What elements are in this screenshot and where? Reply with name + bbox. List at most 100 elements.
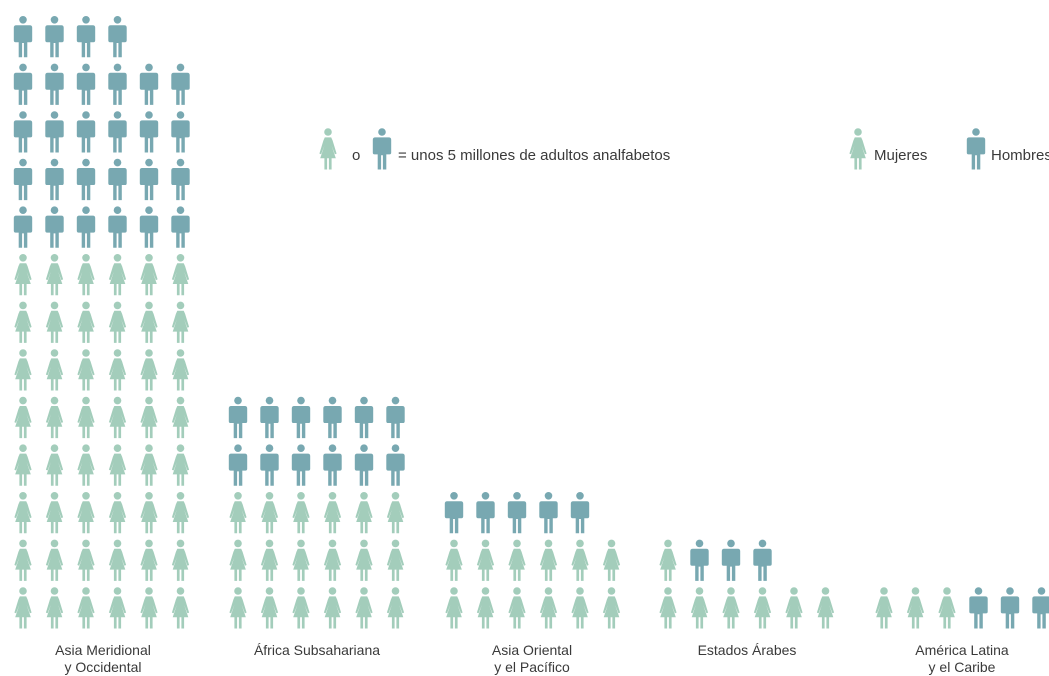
woman-icon — [140, 587, 158, 629]
man-icon — [260, 444, 279, 486]
woman-icon — [260, 587, 279, 629]
woman-icon — [229, 587, 247, 629]
woman-icon — [45, 396, 64, 439]
woman-icon — [260, 492, 279, 534]
man-icon — [45, 16, 64, 58]
man-icon — [291, 396, 311, 439]
legend-man-icon — [372, 128, 392, 170]
man-icon — [171, 158, 190, 201]
woman-icon — [722, 587, 740, 629]
man-icon — [354, 396, 374, 439]
woman-icon — [14, 587, 32, 629]
man-icon — [260, 396, 279, 439]
man-icon — [139, 63, 159, 105]
woman-icon — [292, 492, 310, 534]
man-icon — [108, 63, 127, 105]
man-icon — [13, 111, 33, 153]
man-icon — [108, 16, 127, 58]
category-icon-group — [444, 492, 621, 629]
man-icon — [570, 492, 590, 534]
woman-icon — [355, 587, 373, 629]
man-icon — [753, 539, 772, 581]
woman-icon — [140, 492, 158, 534]
man-icon — [76, 16, 96, 58]
woman-icon — [292, 539, 310, 581]
man-icon — [45, 158, 64, 201]
icon-grid — [13, 16, 1049, 629]
woman-icon — [77, 349, 95, 391]
woman-icon — [45, 349, 64, 391]
woman-icon — [171, 301, 190, 343]
woman-icon — [355, 492, 373, 534]
woman-icon — [753, 587, 772, 629]
man-icon — [13, 158, 33, 201]
woman-icon — [229, 492, 247, 534]
man-icon — [690, 539, 709, 581]
legend: o = unos 5 millones de adultos analfabet… — [319, 128, 1049, 170]
woman-icon — [77, 444, 95, 486]
legend-women-label: Mujeres — [874, 147, 927, 164]
woman-icon — [45, 444, 64, 486]
woman-icon — [292, 587, 310, 629]
woman-icon — [816, 587, 835, 629]
man-icon — [1032, 587, 1049, 629]
man-icon — [291, 444, 311, 486]
legend-connector: o — [352, 147, 360, 164]
woman-icon — [77, 587, 95, 629]
man-icon — [969, 587, 988, 629]
category-icon-group — [228, 396, 405, 629]
woman-icon — [659, 539, 677, 581]
man-icon — [108, 158, 127, 201]
woman-icon — [229, 539, 247, 581]
man-icon — [139, 111, 159, 153]
woman-icon — [77, 301, 95, 343]
woman-icon — [323, 539, 342, 581]
category-label: y el Pacífico — [494, 659, 570, 675]
man-icon — [1000, 587, 1020, 629]
legend-woman-icon — [319, 128, 337, 170]
man-icon — [139, 206, 159, 248]
woman-icon — [602, 539, 621, 581]
man-icon — [13, 206, 33, 248]
man-icon — [386, 396, 405, 439]
man-icon — [444, 492, 464, 534]
man-icon — [171, 111, 190, 153]
woman-icon — [14, 349, 32, 391]
woman-icon — [602, 587, 621, 629]
category-label: América Latina — [915, 642, 1009, 658]
woman-icon — [108, 587, 127, 629]
man-icon — [45, 63, 64, 105]
woman-icon — [140, 444, 158, 486]
woman-icon — [539, 587, 558, 629]
woman-icon — [108, 349, 127, 391]
woman-icon — [476, 587, 495, 629]
category-icon-group — [13, 16, 190, 629]
woman-icon — [14, 301, 32, 343]
man-icon — [476, 492, 495, 534]
woman-icon — [906, 587, 925, 629]
woman-icon — [785, 587, 803, 629]
woman-icon — [45, 301, 64, 343]
man-icon — [323, 444, 342, 486]
woman-icon — [386, 539, 405, 581]
woman-icon — [323, 587, 342, 629]
man-icon — [721, 539, 741, 581]
man-icon — [386, 444, 405, 486]
woman-icon — [690, 587, 709, 629]
woman-icon — [571, 539, 589, 581]
category-icon-group — [659, 539, 835, 629]
woman-icon — [171, 587, 190, 629]
man-icon — [13, 16, 33, 58]
woman-icon — [77, 254, 95, 296]
man-icon — [108, 111, 127, 153]
man-icon — [45, 206, 64, 248]
woman-icon — [938, 587, 956, 629]
man-icon — [76, 63, 96, 105]
man-icon — [507, 492, 527, 534]
woman-icon — [508, 587, 526, 629]
woman-icon — [386, 587, 405, 629]
woman-icon — [355, 539, 373, 581]
woman-icon — [140, 349, 158, 391]
category-label: y el Caribe — [929, 659, 996, 675]
